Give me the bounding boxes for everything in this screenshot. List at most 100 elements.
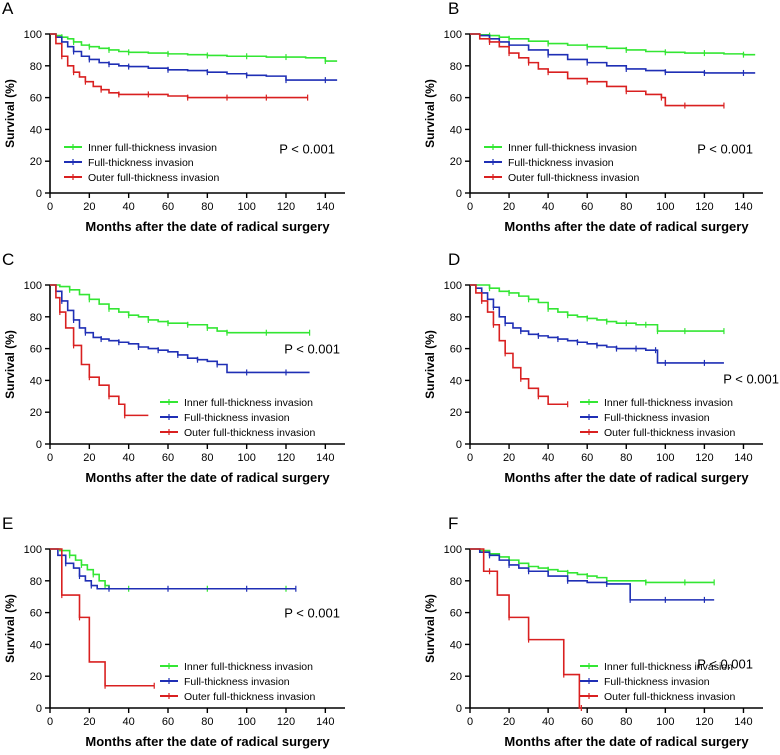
km-curve-outer — [50, 548, 155, 687]
x-axis-label: Months after the date of radical surgery — [504, 734, 749, 749]
panel-label: B — [448, 0, 459, 18]
p-value: P < 0.001 — [697, 656, 753, 671]
x-tick-label: 80 — [201, 452, 213, 464]
km-curve-inner — [50, 548, 296, 590]
panel-d: D 0 20 40 60 80 100 0 20 40 60 80 100 120 140 Months af… — [423, 250, 779, 485]
km-curve-inner — [50, 33, 338, 62]
panel-f: F 0 20 40 60 80 100 0 20 40 60 80 100 120 140 Months af… — [423, 514, 763, 749]
p-value: P < 0.001 — [284, 341, 340, 356]
x-tick-label: 60 — [581, 716, 593, 728]
x-tick-label: 60 — [162, 452, 174, 464]
y-tick-label: 20 — [450, 671, 462, 683]
legend-label-full: Full-thickness invasion — [184, 412, 290, 424]
x-tick-label: 140 — [734, 452, 752, 464]
x-tick-label: 100 — [237, 201, 255, 213]
x-axis-label: Months after the date of radical surgery — [85, 219, 330, 234]
legend-label-outer: Outer full-thickness invasion — [184, 427, 315, 439]
y-tick-label: 0 — [36, 703, 42, 715]
km-curve-full — [470, 284, 724, 364]
x-tick-label: 40 — [542, 452, 554, 464]
legend-label-inner: Inner full-thickness invasion — [604, 397, 733, 409]
legend-label-full: Full-thickness invasion — [184, 676, 290, 688]
x-tick-label: 60 — [162, 201, 174, 213]
y-axis-label: Survival (%) — [3, 594, 17, 663]
y-axis-label: Survival (%) — [423, 594, 437, 663]
x-tick-label: 120 — [277, 716, 295, 728]
x-tick-label: 0 — [47, 716, 53, 728]
y-axis-label: Survival (%) — [3, 330, 17, 399]
y-tick-label: 60 — [30, 344, 42, 356]
x-axis-label: Months after the date of radical surgery — [504, 219, 749, 234]
x-tick-label: 0 — [467, 452, 473, 464]
legend-label-inner: Inner full-thickness invasion — [88, 142, 217, 154]
x-tick-label: 140 — [734, 716, 752, 728]
x-tick-label: 0 — [467, 201, 473, 213]
y-tick-label: 100 — [24, 544, 42, 556]
p-value: P < 0.001 — [723, 372, 779, 387]
y-tick-label: 80 — [30, 312, 42, 324]
x-tick-label: 120 — [695, 452, 713, 464]
panel-a: A 0 20 40 60 80 100 0 20 40 60 80 100 120 140 Months af… — [2, 0, 345, 234]
legend-label-outer: Outer full-thickness invasion — [604, 427, 735, 439]
y-tick-label: 20 — [30, 156, 42, 168]
p-value: P < 0.001 — [279, 141, 335, 156]
legend-label-outer: Outer full-thickness invasion — [508, 172, 639, 184]
legend-label-full: Full-thickness invasion — [604, 412, 710, 424]
y-tick-label: 100 — [444, 544, 462, 556]
y-tick-label: 40 — [30, 375, 42, 387]
km-curve-outer — [470, 548, 582, 709]
legend-label-full: Full-thickness invasion — [604, 676, 710, 688]
x-tick-label: 0 — [467, 716, 473, 728]
y-tick-label: 40 — [30, 639, 42, 651]
km-curve-inner — [50, 284, 310, 334]
x-tick-label: 100 — [656, 201, 674, 213]
x-tick-label: 20 — [503, 716, 515, 728]
y-tick-label: 80 — [450, 312, 462, 324]
legend-label-inner: Inner full-thickness invasion — [508, 142, 637, 154]
x-axis-label: Months after the date of radical surgery — [85, 734, 330, 749]
km-curve-full — [50, 284, 310, 374]
legend-label-outer: Outer full-thickness invasion — [184, 691, 315, 703]
p-value: P < 0.001 — [697, 141, 753, 156]
km-curve-outer — [50, 284, 149, 417]
y-tick-label: 100 — [444, 29, 462, 41]
x-tick-label: 80 — [620, 716, 632, 728]
y-tick-label: 20 — [30, 407, 42, 419]
y-tick-label: 80 — [30, 61, 42, 73]
x-tick-label: 60 — [581, 201, 593, 213]
y-tick-label: 20 — [450, 156, 462, 168]
panel-c: C 0 20 40 60 80 100 0 20 40 60 80 100 120 140 Months af… — [2, 250, 345, 485]
y-tick-label: 40 — [450, 375, 462, 387]
x-tick-label: 140 — [316, 452, 334, 464]
x-tick-label: 120 — [695, 201, 713, 213]
x-tick-label: 100 — [237, 716, 255, 728]
km-curve-inner — [470, 548, 715, 584]
y-axis-label: Survival (%) — [3, 79, 17, 148]
y-tick-label: 0 — [456, 703, 462, 715]
y-tick-label: 0 — [456, 439, 462, 451]
x-tick-label: 100 — [237, 452, 255, 464]
x-tick-label: 60 — [162, 716, 174, 728]
x-tick-label: 140 — [316, 201, 334, 213]
x-tick-label: 140 — [734, 201, 752, 213]
x-tick-label: 60 — [581, 452, 593, 464]
legend-label-outer: Outer full-thickness invasion — [88, 172, 219, 184]
x-tick-label: 120 — [277, 201, 295, 213]
x-tick-label: 40 — [123, 452, 135, 464]
x-tick-label: 40 — [123, 201, 135, 213]
panel-b: B 0 20 40 60 80 100 0 20 40 60 80 100 120 140 Months af… — [423, 0, 763, 234]
legend-label-inner: Inner full-thickness invasion — [604, 661, 733, 673]
x-tick-label: 20 — [83, 452, 95, 464]
km-curve-inner — [470, 284, 724, 332]
panel-e: E 0 20 40 60 80 100 0 20 40 60 80 100 120 140 Months af… — [2, 514, 345, 749]
y-tick-label: 60 — [450, 93, 462, 105]
km-curve-full — [50, 548, 296, 590]
x-tick-label: 100 — [656, 716, 674, 728]
y-tick-label: 100 — [24, 280, 42, 292]
panel-label: E — [2, 514, 13, 533]
legend-label-full: Full-thickness invasion — [88, 157, 194, 169]
y-tick-label: 100 — [444, 280, 462, 292]
y-tick-label: 60 — [450, 344, 462, 356]
y-tick-label: 20 — [30, 671, 42, 683]
